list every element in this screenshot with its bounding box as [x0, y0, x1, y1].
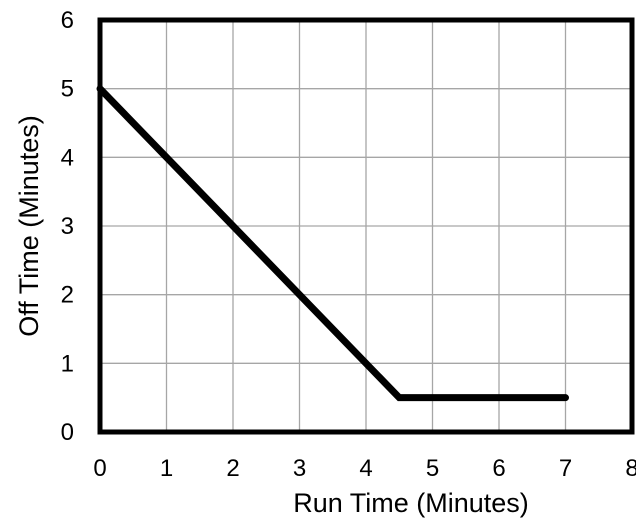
x-tick-label: 3 — [293, 455, 306, 482]
x-tick-label: 8 — [625, 455, 636, 482]
x-tick-label: 6 — [492, 455, 505, 482]
x-tick-label: 5 — [426, 455, 439, 482]
x-tick-label: 4 — [359, 455, 372, 482]
y-tick-label: 0 — [61, 419, 74, 446]
y-tick-label: 1 — [61, 350, 74, 377]
x-tick-label: 2 — [226, 455, 239, 482]
y-tick-label: 3 — [61, 213, 74, 240]
x-tick-labels: 0 1 2 3 4 5 6 7 8 — [93, 455, 636, 482]
grid-lines — [100, 20, 632, 432]
x-tick-label: 7 — [559, 455, 572, 482]
y-tick-label: 6 — [61, 7, 74, 34]
x-tick-label: 0 — [93, 455, 106, 482]
data-series — [96, 85, 569, 402]
plot-frame — [97, 17, 635, 435]
y-tick-label: 5 — [61, 76, 74, 103]
y-axis-label: Off Time (Minutes) — [14, 115, 44, 337]
x-tick-label: 1 — [160, 455, 173, 482]
x-axis-label: Run Time (Minutes) — [293, 488, 529, 518]
y-tick-label: 4 — [61, 144, 74, 171]
y-tick-label: 2 — [61, 282, 74, 309]
series-line — [96, 85, 569, 402]
y-tick-labels: 0 1 2 3 4 5 6 — [61, 7, 74, 446]
